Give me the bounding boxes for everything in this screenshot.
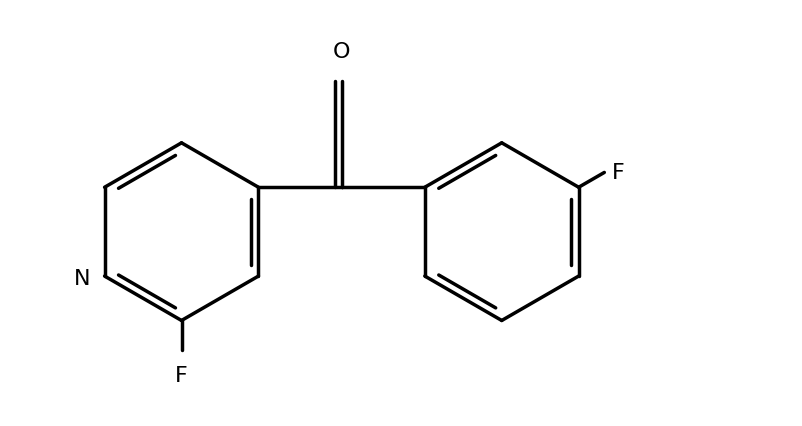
Text: F: F (175, 365, 188, 385)
Text: N: N (75, 268, 91, 288)
Text: F: F (612, 163, 625, 183)
Text: O: O (333, 42, 350, 62)
